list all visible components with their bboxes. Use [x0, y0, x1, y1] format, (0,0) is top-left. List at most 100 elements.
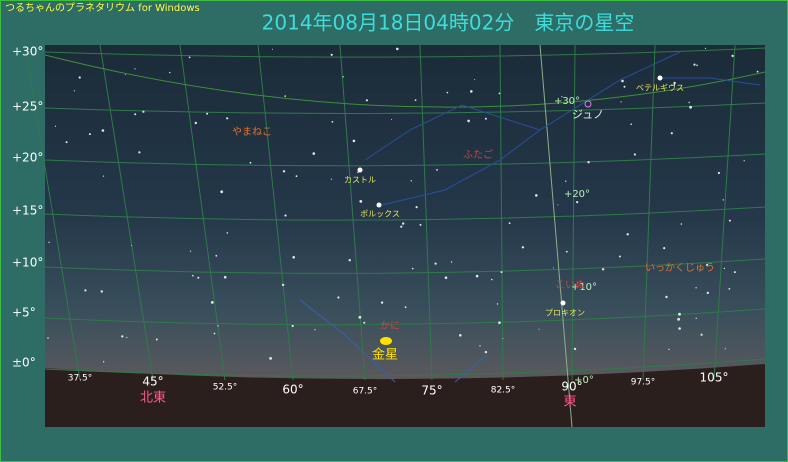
star [733, 271, 736, 274]
star [47, 337, 49, 339]
star [450, 261, 453, 263]
star [194, 121, 197, 125]
star [728, 219, 731, 222]
star-name: ジュノ [572, 108, 604, 121]
star [633, 153, 637, 156]
star [292, 255, 296, 259]
star [695, 317, 697, 319]
star [576, 201, 579, 204]
star [444, 276, 448, 280]
star [48, 241, 50, 243]
star [561, 96, 563, 98]
star [84, 289, 87, 292]
equator-label: +20° [564, 189, 590, 200]
star [357, 171, 359, 174]
star [78, 76, 81, 79]
star [521, 246, 525, 249]
star [330, 178, 332, 180]
azimuth-label: 105° [700, 371, 729, 385]
star [121, 335, 124, 338]
azimuth-label: 67.5° [353, 387, 378, 397]
star [402, 222, 405, 225]
star-name: プロキオン [545, 309, 585, 318]
star [677, 317, 680, 321]
star [415, 206, 418, 209]
star [414, 99, 417, 101]
star [475, 274, 479, 278]
altitude-line [44, 206, 766, 221]
star-name: ポルックス [360, 210, 400, 219]
altitude-line [44, 153, 766, 167]
equator-label: +10° [571, 282, 597, 293]
azimuth-line [99, 44, 154, 381]
star [220, 190, 224, 194]
star [197, 276, 200, 279]
star [281, 283, 285, 287]
star [436, 169, 438, 171]
star [337, 296, 340, 299]
star [215, 254, 218, 257]
star [312, 152, 316, 155]
stars [47, 47, 759, 363]
constellation-name: いっかくじゅう [645, 262, 715, 274]
constellation-name: かに [380, 320, 400, 332]
star-name: ベテルギウス [636, 84, 684, 93]
azimuth-label: 90° [561, 380, 582, 394]
star [284, 214, 287, 217]
constellation-lines [299, 299, 488, 383]
altitude-label: ±0° [12, 356, 36, 370]
star [618, 255, 621, 258]
star [673, 83, 676, 86]
star [587, 161, 590, 164]
star [73, 90, 75, 92]
star [102, 361, 105, 363]
altitude-label: +5° [12, 306, 36, 320]
altitude-line [44, 258, 766, 274]
star [717, 171, 721, 175]
altitude-label: +10° [12, 256, 43, 270]
star [249, 161, 252, 164]
star [673, 81, 676, 85]
planet-icon [380, 337, 392, 345]
star [508, 222, 511, 225]
star [65, 141, 68, 144]
star [102, 175, 105, 177]
window-title: つるちゃんのプラネタリウム for Windows [5, 2, 200, 14]
azimuth-line [642, 44, 656, 381]
star [500, 271, 503, 274]
star [502, 338, 504, 339]
star [479, 345, 481, 347]
star [657, 75, 663, 81]
altitude-line [44, 102, 766, 114]
azimuth-line [257, 44, 294, 381]
star [724, 348, 726, 350]
star [358, 315, 362, 319]
star [601, 268, 605, 271]
star [470, 90, 473, 93]
azimuth-line [713, 44, 736, 381]
star [206, 112, 209, 115]
star [314, 329, 316, 331]
star [670, 132, 673, 135]
star [756, 70, 759, 73]
star [352, 139, 356, 143]
star [269, 357, 272, 360]
star [680, 223, 683, 225]
star [498, 321, 501, 325]
star [188, 56, 191, 59]
star [626, 233, 629, 236]
star [678, 312, 681, 316]
sky-view [45, 45, 765, 427]
star [695, 287, 697, 289]
star [101, 129, 105, 132]
star [130, 244, 132, 246]
azimuth-line [571, 44, 576, 381]
star [700, 333, 703, 336]
star [459, 334, 462, 337]
star [623, 85, 626, 88]
star [552, 267, 554, 269]
star [678, 327, 681, 330]
star [138, 151, 141, 154]
